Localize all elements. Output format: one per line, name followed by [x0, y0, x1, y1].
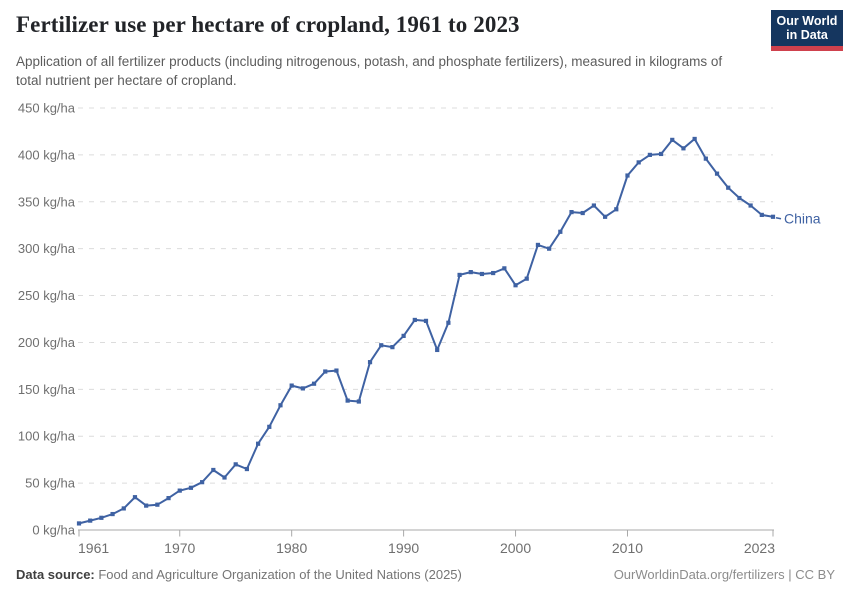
owid-logo-line1: Our World [776, 13, 838, 28]
data-point[interactable] [491, 270, 496, 276]
footer-link[interactable]: OurWorldinData.org/fertilizers | CC BY [613, 567, 835, 582]
data-point[interactable] [367, 360, 373, 365]
data-point[interactable] [703, 156, 708, 161]
y-tick-label: 450 kg/ha [18, 101, 76, 116]
data-point[interactable] [759, 212, 764, 218]
data-point[interactable] [345, 398, 350, 403]
x-tick-label: 1990 [388, 540, 419, 556]
data-point[interactable] [636, 160, 641, 165]
page-title: Fertilizer use per hectare of cropland, … [16, 12, 520, 37]
data-point[interactable] [602, 214, 608, 219]
data-point[interactable] [222, 475, 227, 480]
data-point[interactable] [714, 171, 720, 176]
data-point[interactable] [300, 386, 305, 391]
chart-footer: Data source: Food and Agriculture Organi… [16, 567, 835, 582]
data-point[interactable] [770, 214, 776, 219]
data-point[interactable] [166, 496, 171, 501]
data-point[interactable] [502, 266, 507, 271]
x-tick-label: 2023 [744, 540, 775, 556]
y-tick-label: 50 kg/ha [25, 476, 76, 491]
y-tick-label: 350 kg/ha [18, 194, 76, 209]
data-point[interactable] [580, 210, 585, 216]
data-point[interactable] [726, 185, 731, 190]
data-point[interactable] [155, 502, 160, 507]
data-point[interactable] [535, 242, 541, 248]
data-point[interactable] [468, 270, 473, 275]
data-point[interactable] [446, 320, 451, 325]
data-point[interactable] [267, 424, 272, 429]
data-point[interactable] [748, 203, 753, 208]
data-point[interactable] [323, 369, 328, 374]
y-tick-label: 300 kg/ha [18, 241, 76, 256]
data-point[interactable] [379, 343, 384, 348]
y-tick-label: 200 kg/ha [18, 335, 76, 350]
data-point[interactable] [479, 271, 485, 277]
owid-logo[interactable]: Our World in Data [771, 10, 843, 51]
data-point[interactable] [188, 485, 194, 490]
data-point[interactable] [625, 173, 630, 178]
y-tick-label: 100 kg/ha [18, 429, 76, 444]
data-point[interactable] [334, 368, 339, 373]
data-point[interactable] [289, 383, 294, 388]
chart-subtitle: Application of all fertilizer products (… [16, 54, 723, 89]
series-end-label[interactable]: China [784, 210, 821, 226]
data-source-note: Data source: Food and Agriculture Organi… [16, 567, 462, 582]
data-point[interactable] [591, 203, 597, 208]
data-point[interactable] [670, 137, 675, 142]
data-point[interactable] [311, 381, 317, 386]
data-point[interactable] [110, 511, 115, 517]
data-point[interactable] [457, 272, 462, 278]
data-point[interactable] [211, 467, 216, 473]
x-tick-label: 1970 [164, 540, 195, 556]
data-point[interactable] [144, 503, 149, 508]
data-point[interactable] [200, 480, 205, 485]
data-point[interactable] [558, 229, 563, 234]
data-point[interactable] [569, 209, 574, 215]
data-point[interactable] [132, 495, 138, 500]
data-point[interactable] [547, 246, 552, 251]
data-point[interactable] [255, 441, 261, 446]
data-source-text: Food and Agriculture Organization of the… [94, 567, 462, 582]
data-point[interactable] [177, 488, 182, 493]
data-point[interactable] [423, 318, 429, 323]
data-point[interactable] [692, 136, 697, 142]
data-point[interactable] [524, 276, 529, 281]
x-tick-label: 2010 [612, 540, 643, 556]
data-point[interactable] [681, 146, 686, 151]
data-point[interactable] [121, 506, 126, 511]
data-point[interactable] [658, 151, 664, 157]
data-point[interactable] [647, 152, 652, 157]
data-point[interactable] [278, 403, 283, 408]
owid-logo-line2: in Data [786, 28, 828, 42]
x-tick-label: 2000 [500, 540, 531, 556]
data-point[interactable] [737, 195, 742, 201]
data-point[interactable] [435, 347, 440, 353]
data-point[interactable] [390, 345, 395, 350]
data-point[interactable] [356, 399, 361, 404]
y-tick-label: 250 kg/ha [18, 288, 76, 303]
data-point[interactable] [401, 333, 406, 338]
series-label-connector [775, 217, 782, 220]
series-line[interactable] [78, 137, 774, 525]
data-point[interactable] [244, 466, 250, 472]
y-tick-label: 150 kg/ha [18, 382, 76, 397]
data-point[interactable] [513, 283, 518, 288]
data-point[interactable] [99, 515, 104, 520]
x-tick-label: 1980 [276, 540, 307, 556]
data-point[interactable] [76, 521, 82, 526]
data-point[interactable] [614, 207, 619, 212]
data-point[interactable] [412, 317, 417, 323]
x-tick-label: 1961 [78, 540, 109, 556]
y-tick-label: 0 kg/ha [32, 523, 75, 538]
data-point[interactable] [88, 518, 93, 523]
data-point[interactable] [233, 462, 238, 467]
data-source-label: Data source: [16, 567, 95, 582]
y-tick-label: 400 kg/ha [18, 147, 76, 162]
